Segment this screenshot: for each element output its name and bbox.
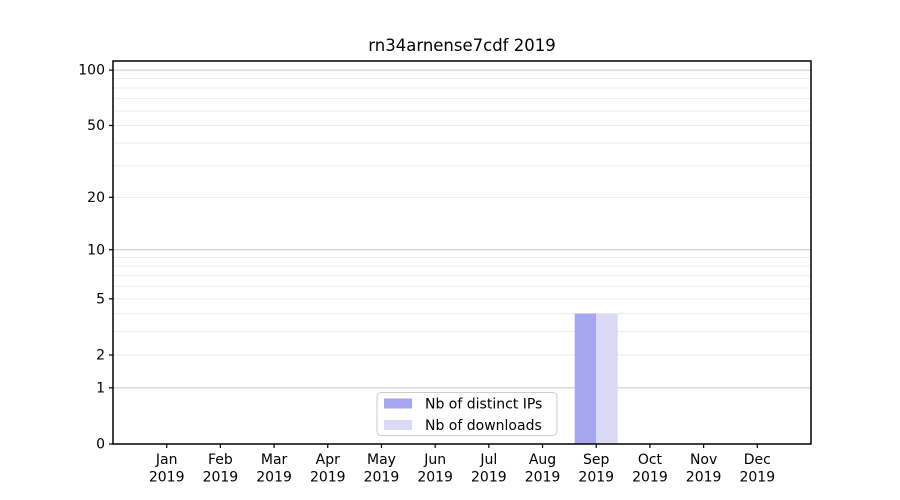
y-tick-label-50: 50 — [87, 118, 105, 134]
x-tick-label-year-apr: 2019 — [310, 470, 346, 486]
legend: Nb of distinct IPs Nb of downloads — [376, 392, 558, 436]
x-tick-label-month-dec: Dec — [744, 452, 771, 468]
y-tick-label-5: 5 — [96, 291, 105, 307]
x-tick-label-month-jul: Jul — [479, 452, 497, 468]
x-tick-label-month-sep: Sep — [583, 452, 610, 468]
x-tick-label-year-nov: 2019 — [686, 470, 722, 486]
x-tick-label-month-oct: Oct — [638, 452, 663, 468]
x-tick-label-year-jan: 2019 — [149, 470, 185, 486]
x-tick-label-month-may: May — [367, 452, 396, 468]
x-tick-label-month-aug: Aug — [529, 452, 556, 468]
x-tick-label-month-feb: Feb — [208, 452, 233, 468]
x-tick-label-year-jun: 2019 — [417, 470, 453, 486]
x-tick-label-year-oct: 2019 — [632, 470, 668, 486]
x-tick-label-year-aug: 2019 — [525, 470, 561, 486]
y-tick-label-1: 1 — [96, 380, 105, 396]
legend-swatch-downloads — [384, 420, 412, 430]
x-tick-label-year-feb: 2019 — [203, 470, 239, 486]
bar-sep-nb-of-distinct-ips — [574, 313, 597, 444]
x-tick-label-year-jul: 2019 — [471, 470, 507, 486]
bar-sep-nb-of-downloads — [596, 313, 618, 444]
x-tick-label-month-apr: Apr — [316, 452, 340, 468]
y-tick-label-0: 0 — [96, 437, 105, 453]
y-tick-label-10: 10 — [87, 242, 105, 258]
x-tick-label-month-mar: Mar — [261, 452, 288, 468]
y-axis: 0 1 2 5 10 20 50 100 — [78, 63, 113, 453]
plot-border — [112, 60, 812, 445]
x-tick-label-month-jan: Jan — [155, 452, 178, 468]
x-tick-label-year-may: 2019 — [364, 470, 400, 486]
x-tick-label-year-sep: 2019 — [578, 470, 614, 486]
x-tick-label-month-nov: Nov — [690, 452, 717, 468]
x-tick-label-year-mar: 2019 — [256, 470, 292, 486]
x-tick-label-month-jun: Jun — [423, 452, 446, 468]
y-tick-label-2: 2 — [96, 348, 105, 364]
x-axis: Jan 2019 Feb 2019 Mar 2019 Apr 2019 May 2019 Jun 20… — [149, 444, 775, 486]
bars — [574, 313, 618, 444]
legend-label-downloads: Nb of downloads — [425, 418, 542, 434]
y-tick-label-100: 100 — [78, 63, 105, 79]
legend-box — [376, 392, 558, 436]
legend-swatch-distinct-ips — [384, 398, 412, 409]
gridlines — [113, 69, 811, 389]
x-tick-label-year-dec: 2019 — [739, 470, 775, 486]
legend-label-distinct-ips: Nb of distinct IPs — [425, 397, 542, 413]
y-tick-label-20: 20 — [87, 190, 105, 206]
chart-title: rn34arnense7cdf 2019 — [368, 36, 555, 55]
